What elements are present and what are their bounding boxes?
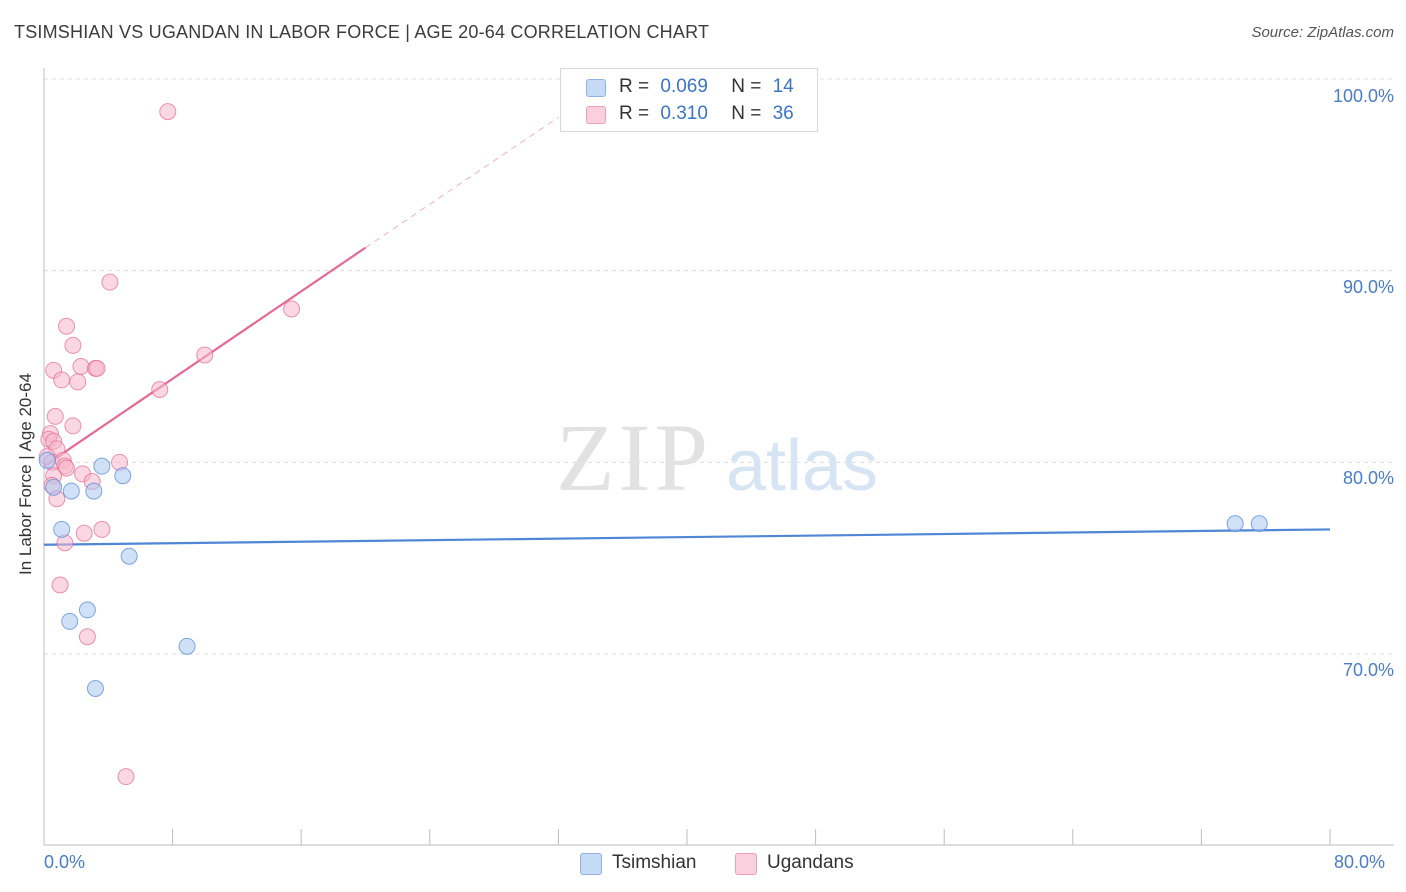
legend-label: Ugandans (767, 852, 854, 873)
x-tick-label: 80.0% (1334, 852, 1386, 872)
x-tick-label: 0.0% (44, 852, 86, 872)
watermark-atlas: atlas (726, 426, 878, 506)
data-point-ugandans (283, 300, 301, 318)
data-point-tsimshian (45, 478, 63, 496)
data-point-ugandans (64, 336, 82, 354)
data-point-tsimshian (1226, 515, 1244, 533)
data-point-tsimshian (120, 547, 138, 565)
legend-swatch-pink (735, 853, 757, 875)
data-point-tsimshian (38, 451, 56, 469)
data-point-ugandans (53, 371, 71, 389)
legend-n-value: 14 (772, 76, 794, 97)
data-point-ugandans (101, 273, 119, 291)
legend-r-label: R = (619, 76, 650, 97)
data-point-ugandans (75, 524, 93, 542)
legend-swatch-pink (586, 106, 606, 124)
legend-swatch-blue (586, 79, 606, 97)
data-point-tsimshian (78, 601, 96, 619)
data-point-tsimshian (61, 612, 79, 630)
y-tick-label: 90.0% (1342, 277, 1394, 297)
data-point-ugandans (117, 768, 135, 786)
data-point-tsimshian (53, 520, 71, 538)
legend-n-value: 36 (772, 103, 794, 124)
y-tick-label: 100.0% (1332, 86, 1394, 106)
data-point-tsimshian (85, 482, 103, 500)
stats-legend: R = 0.069 N = 14 R = 0.310 N = 36 (560, 68, 818, 132)
data-point-ugandans (69, 373, 87, 391)
chart-title: TSIMSHIAN VS UGANDAN IN LABOR FORCE | AG… (14, 22, 710, 42)
trend-extension-ugandans (365, 116, 559, 249)
axes (43, 68, 1394, 846)
watermark-zip: ZIP (556, 404, 712, 511)
data-point-ugandans (46, 407, 64, 425)
grid-lines (44, 78, 1394, 655)
data-point-tsimshian (62, 482, 80, 500)
data-point-ugandans (64, 417, 82, 435)
data-point-ugandans (151, 381, 169, 398)
legend-n-label: N = (731, 76, 762, 97)
source-label: Source: ZipAtlas.com (1251, 24, 1394, 41)
data-point-tsimshian (93, 457, 111, 475)
legend-r-label: R = (619, 103, 650, 124)
data-point-ugandans (51, 576, 69, 594)
data-point-ugandans (88, 359, 106, 377)
data-point-tsimshian (178, 637, 196, 655)
data-point-ugandans (159, 103, 177, 121)
trend-line-tsimshian (43, 528, 1331, 546)
legend-label: Tsimshian (612, 852, 697, 873)
data-point-ugandans (196, 346, 214, 364)
legend-n-label: N = (731, 103, 762, 124)
data-point-tsimshian (114, 467, 132, 485)
legend-r-value: 0.310 (660, 103, 708, 124)
watermark: ZIP atlas (556, 404, 878, 511)
data-point-tsimshian (1250, 515, 1268, 533)
y-tick-label: 70.0% (1342, 660, 1394, 680)
legend-swatch-blue (580, 853, 602, 875)
data-points (38, 103, 1268, 786)
data-point-ugandans (58, 317, 76, 335)
y-tick-label: 80.0% (1342, 468, 1394, 488)
data-point-tsimshian (86, 680, 104, 697)
data-point-ugandans (93, 520, 111, 538)
legend-r-value: 0.069 (660, 76, 708, 97)
data-point-ugandans (78, 628, 96, 646)
y-axis-label: In Labor Force | Age 20-64 (16, 373, 35, 575)
data-point-ugandans (72, 358, 90, 375)
data-point-ugandans (58, 459, 76, 477)
